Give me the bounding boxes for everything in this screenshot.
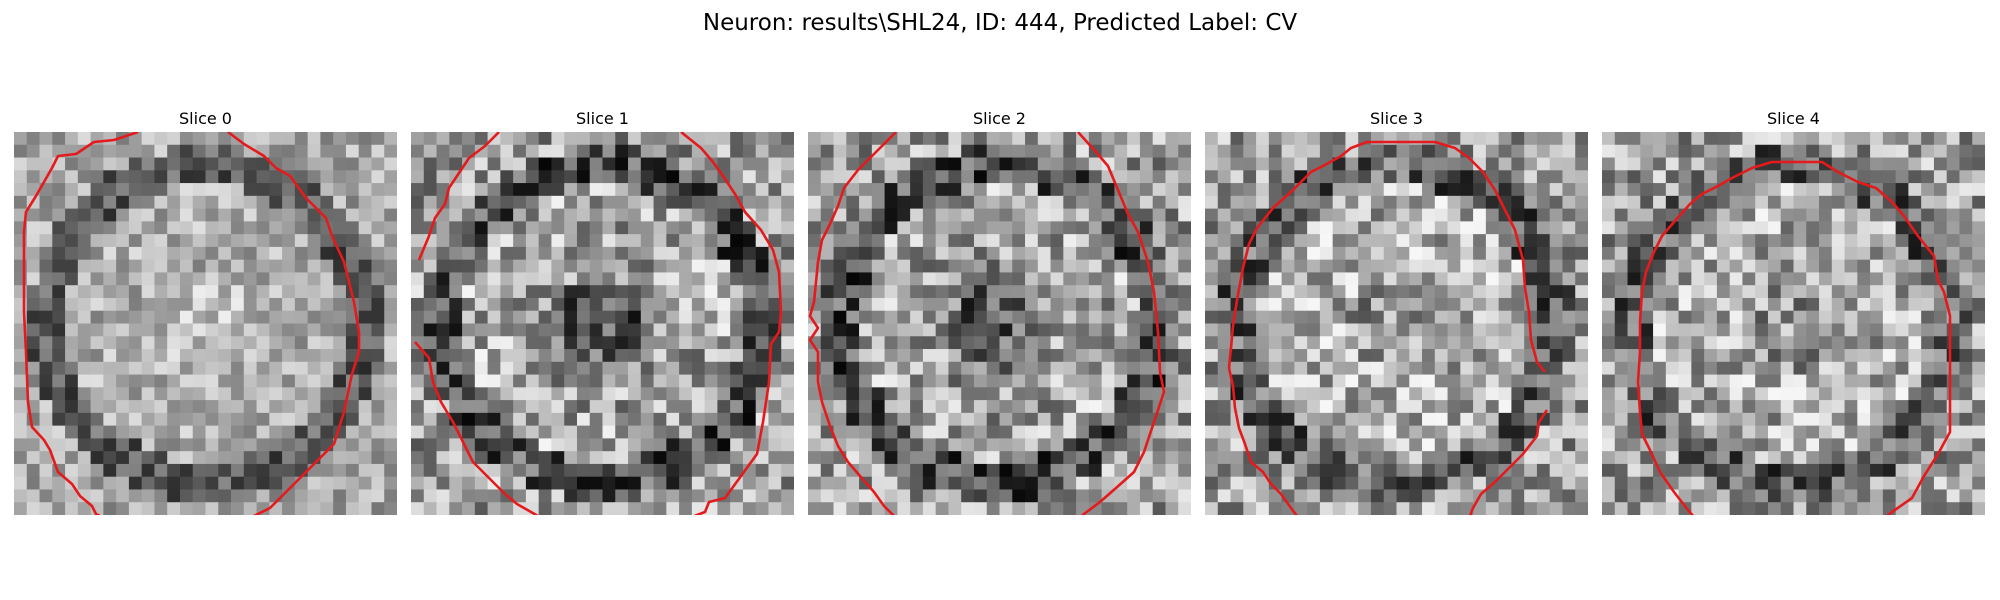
neuron-contour	[1077, 132, 1166, 515]
slice-panel-2: Slice 2	[808, 106, 1191, 515]
neuron-contour	[1636, 160, 1952, 515]
slice-title: Slice 0	[179, 109, 232, 128]
slice-title: Slice 1	[576, 109, 629, 128]
neuron-contour	[22, 132, 139, 515]
slice-title: Slice 4	[1767, 109, 1820, 128]
neuron-contour	[808, 132, 897, 515]
microscopy-pixels	[411, 132, 794, 515]
neuron-contour	[227, 132, 361, 515]
microscopy-pixels	[808, 132, 1191, 515]
neuron-contour	[680, 132, 783, 515]
slice-panel-1: Slice 1	[411, 106, 794, 515]
slice-title: Slice 2	[973, 109, 1026, 128]
neuron-contour	[1468, 409, 1549, 515]
slice-image	[808, 132, 1191, 515]
microscopy-pixels	[1205, 132, 1588, 515]
slice-image	[1602, 132, 1985, 515]
slice-title: Slice 3	[1370, 109, 1423, 128]
slice-image	[1205, 132, 1588, 515]
slice-image	[14, 132, 397, 515]
neuron-contour	[414, 341, 539, 515]
slice-panel-0: Slice 0	[14, 106, 397, 515]
slice-panel-4: Slice 4	[1602, 106, 1985, 515]
neuron-contour	[417, 132, 500, 261]
slice-panel-3: Slice 3	[1205, 106, 1588, 515]
microscopy-pixels	[1602, 132, 1985, 515]
slice-image	[411, 132, 794, 515]
neuron-contour	[1227, 140, 1547, 515]
microscopy-pixels	[14, 132, 397, 515]
figure-title: Neuron: results\SHL24, ID: 444, Predicte…	[702, 10, 1298, 36]
